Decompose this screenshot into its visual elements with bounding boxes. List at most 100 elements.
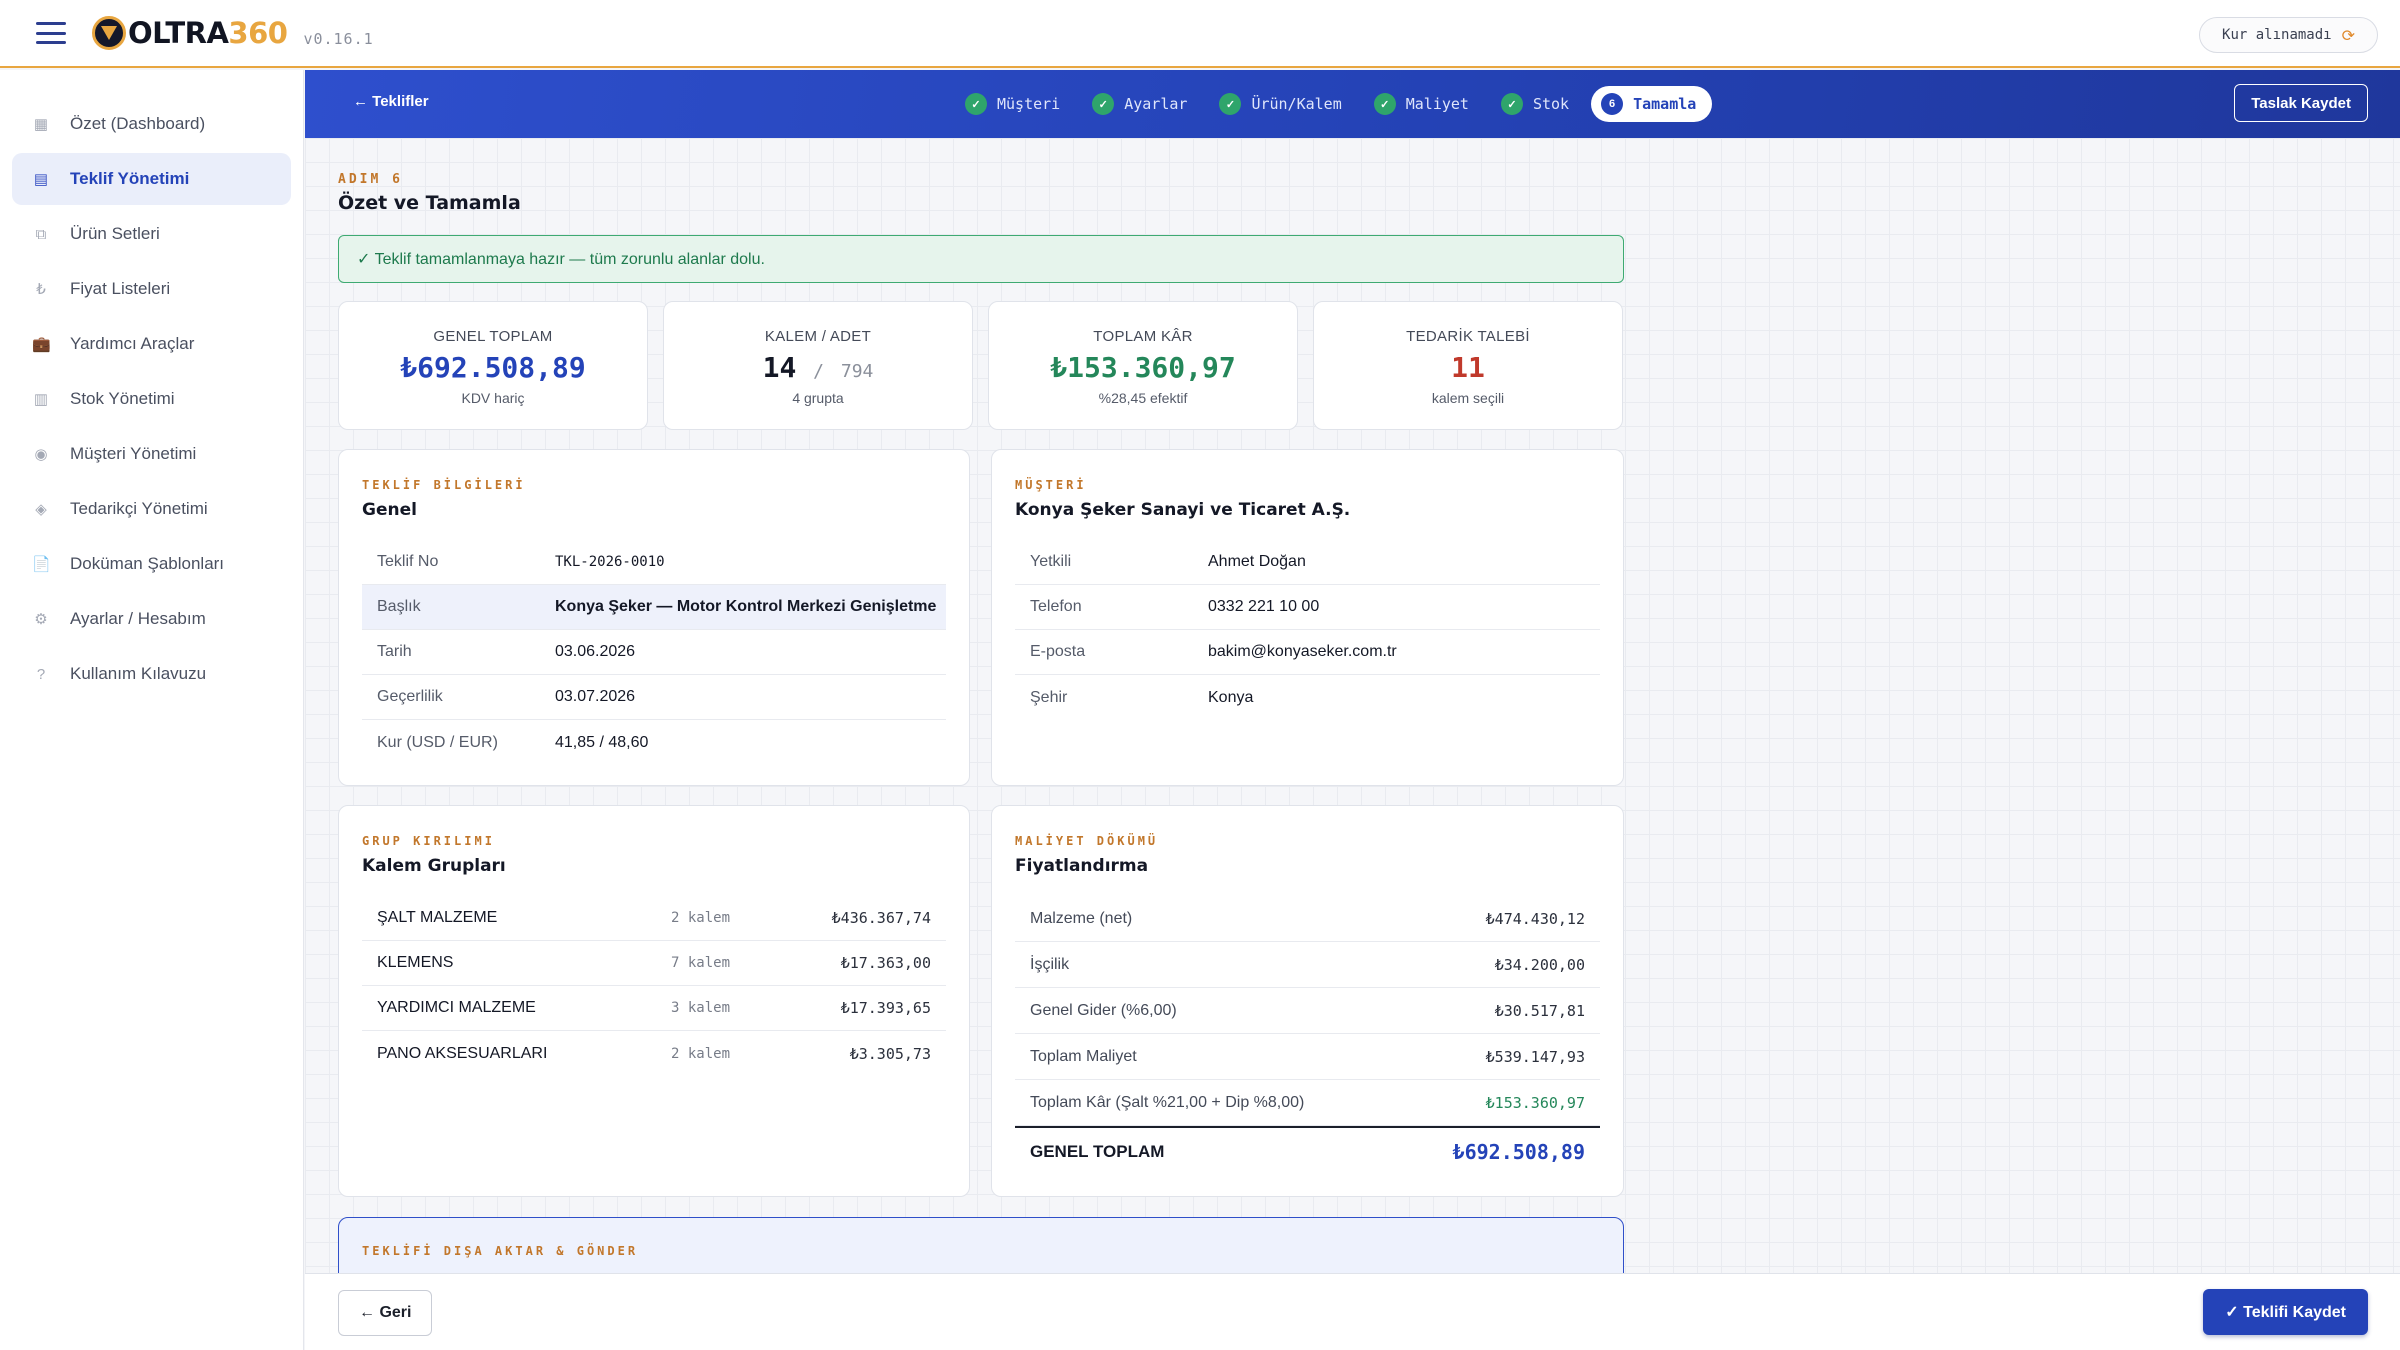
exchange-rate-text: Kur alınamadı xyxy=(2222,27,2332,43)
check-icon: ✓ xyxy=(1373,93,1396,115)
menu-icon[interactable] xyxy=(36,22,66,44)
step-kicker: ADIM 6 xyxy=(338,172,403,187)
customer-info-list: Yetkili Ahmet Doğan Telefon 0332 221 10 00 E… xyxy=(1015,540,1600,720)
info-value: 0332 221 10 00 xyxy=(1208,598,1320,615)
card-kicker: MÜŞTERİ xyxy=(1015,478,1087,492)
stat-value: ₺153.360,97 xyxy=(1050,351,1236,384)
info-key: Yetkili xyxy=(1030,553,1072,570)
wizard-step-1[interactable]: ✓ Ayarlar xyxy=(1082,86,1203,122)
sidebar-item-8[interactable]: 📄 Doküman Şablonları xyxy=(12,538,291,590)
wizard-step-5[interactable]: 6 Tamamla xyxy=(1591,86,1713,122)
wizard-step-label: Stok xyxy=(1532,95,1570,113)
sidebar-item-label: Fiyat Listeleri xyxy=(70,279,171,298)
wizard-step-3[interactable]: ✓ Maliyet xyxy=(1364,86,1485,122)
sidebar-item-label: Tedarikçi Yönetimi xyxy=(70,499,208,518)
stat-card-supply: TEDARİK TALEBİ 11 kalem seçili xyxy=(1313,301,1623,430)
stat-card-total: GENEL TOPLAM ₺692.508,89 KDV hariç xyxy=(338,301,648,430)
sidebar-item-2[interactable]: ⧉ Ürün Setleri xyxy=(12,208,291,260)
stat-label: KALEM / ADET xyxy=(764,328,872,345)
wizard-stepper-bar: ← Teklifler ✓ Müşteri ✓ Ayarlar ✓ Ürün/Kalem ✓… xyxy=(305,70,2400,138)
sidebar-item-4[interactable]: 💼 Yardımcı Araçlar xyxy=(12,318,291,370)
step-number-icon: 6 xyxy=(1601,93,1624,115)
info-row: Şehir Konya xyxy=(1015,675,1600,720)
card-title: Konya Şeker Sanayi ve Ticaret A.Ş. xyxy=(1015,500,1351,520)
sidebar-item-label: Müşteri Yönetimi xyxy=(70,444,197,463)
info-row: Yetkili Ahmet Doğan xyxy=(1015,540,1600,585)
logo-badge-icon xyxy=(92,16,126,50)
sidebar-item-10[interactable]: ? Kullanım Kılavuzu xyxy=(12,648,291,700)
info-row: Geçerlilik 03.07.2026 xyxy=(362,675,946,720)
back-to-quotes-link[interactable]: ← Teklifler xyxy=(353,93,429,110)
info-key: Kur (USD / EUR) xyxy=(377,733,498,751)
cost-row: Genel Gider (%6,00) ₺30.517,81 xyxy=(1015,988,1600,1034)
group-name: YARDIMCI MALZEME xyxy=(377,999,536,1016)
sidebar-item-0[interactable]: ▦ Özet (Dashboard) xyxy=(12,98,291,150)
cost-value: ₺34.200,00 xyxy=(1494,955,1585,974)
wizard-step-label: Müşteri xyxy=(997,95,1061,113)
info-value: Ahmet Doğan xyxy=(1208,553,1306,570)
card-kicker: GRUP KIRILIMI xyxy=(362,834,495,848)
info-key: Başlık xyxy=(377,598,421,615)
gear-icon: ⚙ xyxy=(34,611,48,628)
wizard-step-0[interactable]: ✓ Müşteri xyxy=(955,86,1076,122)
stat-value: 11 xyxy=(1451,351,1485,384)
group-name: KLEMENS xyxy=(377,954,454,971)
wizard-step-2[interactable]: ✓ Ürün/Kalem xyxy=(1209,86,1357,122)
sidebar-item-3[interactable]: ₺ Fiyat Listeleri xyxy=(12,263,291,315)
cost-row: Malzeme (net) ₺474.430,12 xyxy=(1015,896,1600,942)
grand-total-value: ₺692.508,89 xyxy=(1452,1140,1585,1164)
app-logo[interactable]: OLTRA 360 xyxy=(92,16,288,50)
sidebar-item-7[interactable]: ◈ Tedarikçi Yönetimi xyxy=(12,483,291,535)
info-key: E-posta xyxy=(1030,643,1086,660)
stat-value: ₺692.508,89 xyxy=(400,351,586,384)
group-row: KLEMENS 7 kalem ₺17.363,00 xyxy=(362,941,946,986)
sidebar: ▦ Özet (Dashboard) ▤ Teklif Yönetimi ⧉ Ürün S… xyxy=(0,70,304,1350)
stat-sub: %28,45 efektif xyxy=(1098,390,1188,406)
cost-label: Toplam Kâr (Şalt %21,00 + Dip %8,00) xyxy=(1030,1093,1305,1111)
sidebar-item-label: Kullanım Kılavuzu xyxy=(70,664,207,683)
card-title: Genel xyxy=(362,500,417,520)
wizard-step-label: Ürün/Kalem xyxy=(1251,95,1342,113)
back-button[interactable]: ← Geri xyxy=(338,1290,433,1336)
exchange-rate-status[interactable]: Kur alınamadı ⟳ xyxy=(2199,17,2378,53)
stat-sub: KDV hariç xyxy=(461,390,525,406)
card-title: Kalem Grupları xyxy=(362,856,506,876)
sidebar-item-label: Yardımcı Araçlar xyxy=(70,334,195,353)
info-value: bakim@konyaseker.com.tr xyxy=(1208,643,1397,660)
cost-value: ₺153.360,97 xyxy=(1485,1093,1585,1112)
stat-sub: 4 grupta xyxy=(792,390,844,406)
file-icon: 📄 xyxy=(32,556,51,573)
customer-card: MÜŞTERİ Konya Şeker Sanayi ve Ticaret A.… xyxy=(991,449,1624,786)
ready-banner: ✓ Teklif tamamlanmaya hazır — tüm zorunl… xyxy=(338,235,1624,283)
app-version: v0.16.1 xyxy=(303,30,374,48)
sidebar-item-label: Teklif Yönetimi xyxy=(70,169,190,188)
cost-label: Malzeme (net) xyxy=(1030,909,1133,927)
group-row: ŞALT MALZEME 2 kalem ₺436.367,74 xyxy=(362,896,946,941)
stat-value-primary: 14 xyxy=(762,351,797,384)
refresh-icon: ⟳ xyxy=(2341,25,2355,45)
grand-total-label: GENEL TOPLAM xyxy=(1030,1142,1165,1161)
quote-info-list: Teklif No TKL-2026-0010 Başlık Konya Şeker … xyxy=(362,540,946,765)
cost-list: Malzeme (net) ₺474.430,12 İşçilik ₺34.200,0… xyxy=(1015,896,1600,1176)
stat-value-secondary: 794 xyxy=(840,361,874,382)
save-draft-button[interactable]: Taslak Kaydet xyxy=(2234,84,2368,122)
stat-label: GENEL TOPLAM xyxy=(433,328,553,345)
sidebar-item-1[interactable]: ▤ Teklif Yönetimi xyxy=(12,153,291,205)
wizard-steps: ✓ Müşteri ✓ Ayarlar ✓ Ürün/Kalem ✓ Maliyet ✓ Stok… xyxy=(955,86,1713,122)
stat-label: TOPLAM KÂR xyxy=(1093,328,1193,345)
sidebar-item-9[interactable]: ⚙ Ayarlar / Hesabım xyxy=(12,593,291,645)
sidebar-item-5[interactable]: ▥ Stok Yönetimi xyxy=(12,373,291,425)
cost-breakdown-card: MALİYET DÖKÜMÜ Fiyatlandırma Malzeme (ne… xyxy=(991,805,1624,1197)
group-total: ₺17.393,65 xyxy=(840,999,931,1017)
info-row: Teklif No TKL-2026-0010 xyxy=(362,540,946,585)
info-key: Telefon xyxy=(1030,598,1082,615)
stat-label: TEDARİK TALEBİ xyxy=(1406,328,1530,345)
wizard-step-4[interactable]: ✓ Stok xyxy=(1491,86,1585,122)
footer-action-bar: ← Geri ✓ Teklifi Kaydet xyxy=(305,1273,2400,1350)
sidebar-item-label: Doküman Şablonları xyxy=(70,554,225,573)
save-quote-button[interactable]: ✓ Teklifi Kaydet xyxy=(2203,1289,2368,1335)
group-list: ŞALT MALZEME 2 kalem ₺436.367,74 KLEMENS 7 k… xyxy=(362,896,946,1076)
sidebar-item-6[interactable]: ◉ Müşteri Yönetimi xyxy=(12,428,291,480)
group-name: ŞALT MALZEME xyxy=(377,909,498,926)
help-icon: ? xyxy=(36,665,46,683)
